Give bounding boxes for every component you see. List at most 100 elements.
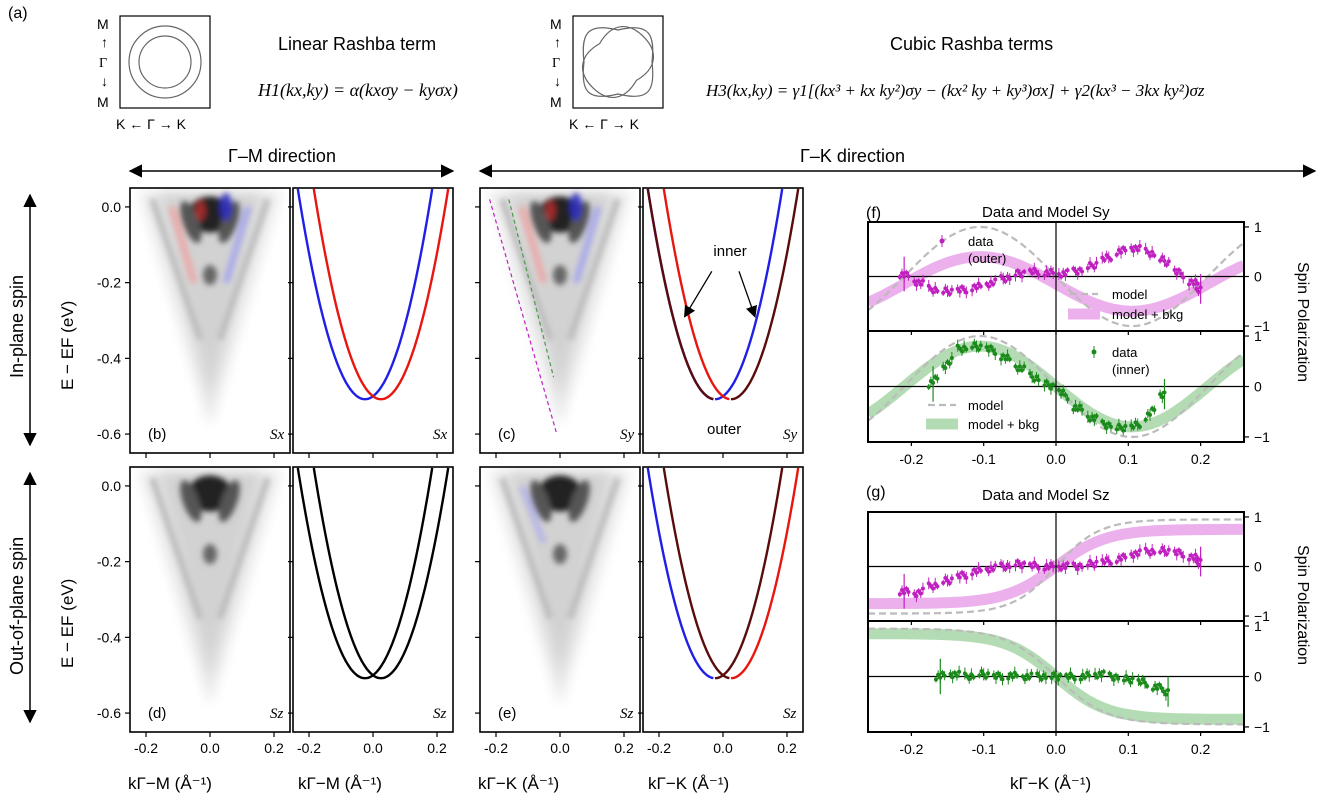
right-k-tick: -0.2 bbox=[899, 451, 923, 467]
data-point bbox=[1029, 671, 1034, 676]
data-point bbox=[983, 675, 988, 680]
data-point bbox=[962, 344, 967, 349]
data-point bbox=[979, 669, 984, 674]
data-point bbox=[1108, 257, 1113, 262]
panel-g-title: Data and Model Sz bbox=[982, 487, 1110, 504]
data-point bbox=[1064, 672, 1069, 677]
svg-text:↑: ↑ bbox=[101, 34, 108, 50]
data-point bbox=[897, 274, 902, 279]
data-point bbox=[1020, 674, 1025, 679]
data-point bbox=[1003, 279, 1008, 284]
k-label-right: kΓ−K (Å⁻¹) bbox=[1010, 774, 1091, 793]
data-point bbox=[1102, 560, 1107, 565]
data-point bbox=[1123, 248, 1128, 253]
data-point bbox=[1143, 246, 1148, 251]
data-point bbox=[933, 677, 938, 682]
data-point bbox=[957, 346, 962, 351]
data-point bbox=[947, 292, 952, 297]
data-point bbox=[1080, 269, 1085, 274]
data-point bbox=[1119, 425, 1124, 430]
energy-axis-label-2: E − EF (eV) bbox=[58, 579, 77, 668]
k-tick: 0.2 bbox=[264, 740, 284, 756]
data-point bbox=[1164, 262, 1169, 267]
data-point bbox=[1179, 271, 1184, 276]
data-point bbox=[1043, 676, 1048, 681]
cubic-eq: H3(kx,ky) = γ1[(kx³ + kx ky²)σy − (kx² k… bbox=[705, 81, 1205, 100]
data-point bbox=[1012, 670, 1017, 675]
data-point bbox=[941, 290, 946, 295]
data-point bbox=[914, 282, 919, 287]
data-point bbox=[1070, 674, 1075, 679]
data-point bbox=[1135, 553, 1140, 558]
data-point bbox=[1039, 677, 1044, 682]
data-point bbox=[1087, 673, 1092, 678]
energy-axis-label: E − EF (eV) bbox=[58, 301, 77, 390]
data-point bbox=[996, 671, 1001, 676]
band-outer bbox=[312, 188, 450, 401]
pol-tick: 1 bbox=[1254, 509, 1262, 525]
data-point bbox=[1065, 268, 1070, 273]
data-point bbox=[1196, 562, 1201, 567]
data-point bbox=[1063, 272, 1068, 277]
data-point bbox=[1051, 671, 1056, 676]
data-point bbox=[977, 673, 982, 678]
band-panel-5: 0.0 -0.2 -0.4 -0.6 -0.2 0.0 0.2 (d) Sz bbox=[97, 466, 291, 756]
band-inner bbox=[296, 188, 434, 401]
data-point bbox=[1015, 559, 1020, 564]
data-point bbox=[1181, 554, 1186, 559]
data-point bbox=[1044, 563, 1049, 568]
inset-cubic: M ↑ Γ ↓ M K ← Γ → K bbox=[550, 15, 664, 132]
data-point bbox=[1143, 417, 1148, 422]
panel-tag: (e) bbox=[498, 705, 516, 722]
data-point bbox=[940, 670, 945, 675]
spin-pol-subplot-4: 1 0 −1 -0.2 -0.1 0.0 0.1 0.2 bbox=[867, 618, 1270, 757]
data-point bbox=[1007, 276, 1012, 281]
data-point bbox=[1107, 671, 1112, 676]
data-point bbox=[993, 351, 998, 356]
data-point bbox=[1034, 374, 1039, 379]
data-point bbox=[1189, 278, 1194, 283]
data-point bbox=[1142, 680, 1147, 685]
right-k-tick: 0.1 bbox=[1119, 451, 1139, 467]
data-point bbox=[1094, 559, 1099, 564]
pol-tick: 0 bbox=[1254, 559, 1262, 575]
data-point bbox=[1162, 548, 1167, 553]
data-point bbox=[1094, 260, 1099, 265]
data-point bbox=[1085, 266, 1090, 271]
band-panel-7: -0.2 0.0 0.2 (e) Sz bbox=[475, 466, 641, 756]
data-point bbox=[931, 586, 936, 591]
data-point bbox=[918, 591, 923, 596]
data-point bbox=[964, 575, 969, 580]
data-point bbox=[1022, 364, 1027, 369]
legend-f-top: data (outer) model model + bkg bbox=[939, 234, 1183, 322]
data-point bbox=[984, 566, 989, 571]
data-point bbox=[971, 675, 976, 680]
pol-tick: 0 bbox=[1254, 379, 1262, 395]
data-point bbox=[1066, 676, 1071, 681]
linear-eq: H1(kx,ky) = α(kxσy − kyσx) bbox=[257, 80, 458, 101]
spin-pol-subplot-1: 1 0 −1 bbox=[867, 219, 1270, 335]
data-point bbox=[906, 274, 911, 279]
data-point bbox=[1194, 286, 1199, 291]
panel-f-title: Data and Model Sy bbox=[982, 204, 1110, 221]
band-branch bbox=[714, 467, 784, 680]
data-point bbox=[1036, 566, 1041, 571]
data-point bbox=[947, 581, 952, 586]
data-point bbox=[1093, 671, 1098, 676]
data-point bbox=[1085, 563, 1090, 568]
data-point bbox=[1162, 259, 1167, 264]
data-point bbox=[943, 366, 948, 371]
data-point bbox=[1148, 552, 1152, 557]
data-point bbox=[1020, 274, 1025, 279]
data-point bbox=[1158, 550, 1163, 555]
data-point bbox=[957, 289, 962, 294]
data-point bbox=[1022, 269, 1027, 274]
data-point bbox=[993, 675, 998, 680]
panel-f-tag: (f) bbox=[866, 205, 881, 222]
data-point bbox=[1034, 269, 1039, 274]
data-point bbox=[1046, 272, 1051, 277]
data-point bbox=[1059, 274, 1064, 279]
k-tick: -0.2 bbox=[647, 740, 671, 756]
data-point bbox=[1013, 273, 1018, 278]
data-point bbox=[1030, 271, 1035, 276]
